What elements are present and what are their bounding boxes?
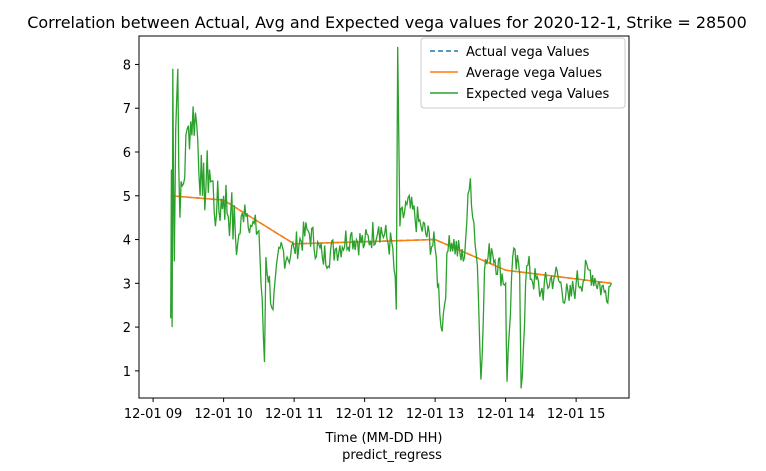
legend-frame: [420, 37, 626, 109]
series-line: [170, 46, 612, 389]
y-tick-label: 6: [123, 146, 131, 161]
x-tick-label: 12-01 09: [124, 407, 182, 422]
y-axis: 1 2 3 4 5 6 7 8: [123, 58, 139, 380]
x-axis-sublabel: predict_regress: [342, 448, 442, 463]
x-tick-label: 12-01 15: [547, 407, 605, 422]
y-tick-label: 2: [123, 321, 131, 336]
y-tick-label: 5: [123, 190, 131, 205]
y-tick-label: 8: [123, 58, 131, 73]
x-axis: 12-01 09 12-01 10 12-01 11 12-01 12 12-01 13…: [124, 398, 605, 422]
y-tick-label: 1: [123, 365, 131, 380]
legend-label: Actual vega Values: [466, 45, 590, 60]
x-tick-label: 12-01 10: [194, 407, 252, 422]
x-tick-label: 12-01 13: [406, 407, 464, 422]
x-tick-label: 12-01 14: [476, 407, 534, 422]
chart-title: Correlation between Actual, Avg and Expe…: [27, 13, 747, 32]
y-tick-label: 7: [123, 102, 131, 117]
chart-legend: Actual vega Values Average vega Values Exp…: [420, 37, 626, 109]
y-tick-label: 4: [123, 234, 131, 249]
plot-area-frame: [138, 35, 630, 399]
legend-label: Expected vega Values: [466, 87, 610, 102]
x-tick-label: 12-01 12: [335, 407, 393, 422]
x-axis-label: Time (MM-DD HH): [325, 431, 443, 446]
y-tick-label: 3: [123, 277, 131, 292]
legend-label: Average vega Values: [466, 66, 602, 81]
x-tick-label: 12-01 11: [265, 407, 323, 422]
